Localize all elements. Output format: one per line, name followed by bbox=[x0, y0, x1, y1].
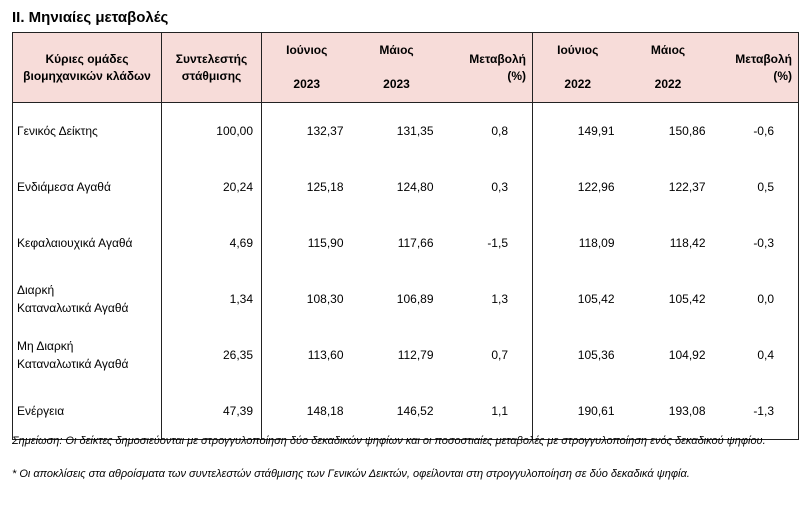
cell-weight: 1,34 bbox=[161, 271, 262, 327]
table-row: Διαρκή Καταναλωτικά Αγαθά 1,34 108,30 106… bbox=[12, 271, 799, 327]
header-group: Κύριες ομάδες βιομηχανικών κλάδων bbox=[12, 32, 162, 103]
cell-jun-2022: 118,09 bbox=[578, 236, 615, 250]
cell-change-2023: 0,3 bbox=[441, 159, 533, 215]
cell-may-2023: 131,35 bbox=[396, 124, 434, 138]
cell-change-2022: 0,0 bbox=[713, 271, 799, 327]
row-label: Κεφαλαιουχικά Αγαθά bbox=[12, 215, 162, 271]
cell-may-2022: 105,42 bbox=[668, 292, 706, 306]
cell-jun-2022: 190,61 bbox=[532, 383, 623, 440]
cell-change-2022: -0,3 bbox=[713, 215, 799, 271]
row-label: Γενικός Δείκτης bbox=[12, 102, 162, 159]
header-change-2022: Μεταβολή (%) bbox=[713, 32, 799, 103]
cell-may-2023: 124,80 bbox=[396, 180, 434, 194]
table-row: Μη Διαρκή Καταναλωτικά Αγαθά 26,35 113,60… bbox=[12, 327, 799, 383]
header-may-2023: Μάιος 2023 bbox=[351, 32, 442, 103]
cell-change-2022: 0,4 bbox=[713, 327, 799, 383]
table-header-row: Κύριες ομάδες βιομηχανικών κλάδων Συντελ… bbox=[12, 32, 799, 103]
header-jun-2023: Ιούνιος 2023 bbox=[261, 32, 352, 103]
row-label: Ενδιάμεσα Αγαθά bbox=[12, 159, 162, 215]
row-label: Ενέργεια bbox=[12, 383, 162, 440]
cell-change-2023: 1,3 bbox=[441, 271, 533, 327]
cell-jun-2022: 105,36 bbox=[577, 348, 615, 362]
cell-may-2023: 117,66 bbox=[397, 236, 434, 250]
cell-weight: 47,39 bbox=[161, 383, 262, 440]
cell-change-2023: 1,1 bbox=[441, 383, 533, 440]
cell-weight: 26,35 bbox=[161, 327, 262, 383]
cell-change-2023: -1,5 bbox=[441, 215, 533, 271]
cell-may-2022: 193,08 bbox=[622, 383, 714, 440]
cell-change-2023: 0,8 bbox=[441, 102, 533, 159]
cell-change-2022: -0,6 bbox=[713, 102, 799, 159]
table-row: Κεφαλαιουχικά Αγαθά 4,69 115,90 117,66 -… bbox=[12, 215, 799, 271]
cell-may-2022: 122,37 bbox=[668, 180, 706, 194]
section-title: II. Μηνιαίες μεταβολές bbox=[12, 9, 169, 26]
header-change-2023: Μεταβολή (%) bbox=[441, 32, 533, 103]
cell-jun-2023: 148,18 bbox=[261, 383, 352, 440]
cell-jun-2022: 122,96 bbox=[577, 180, 615, 194]
cell-may-2023: 112,79 bbox=[397, 348, 434, 362]
cell-weight: 20,24 bbox=[161, 159, 262, 215]
cell-change-2022: -1,3 bbox=[713, 383, 799, 440]
cell-weight: 4,69 bbox=[161, 215, 262, 271]
header-may-2022: Μάιος 2022 bbox=[622, 32, 714, 103]
weights-footnote: * Οι αποκλίσεις στα αθροίσματα των συντε… bbox=[12, 468, 690, 480]
cell-jun-2023: 108,30 bbox=[306, 292, 344, 306]
header-weight: Συντελεστής στάθμισης bbox=[161, 32, 262, 103]
row-label: Διαρκή Καταναλωτικά Αγαθά bbox=[12, 271, 162, 327]
cell-jun-2023: 132,37 bbox=[306, 124, 344, 138]
cell-may-2022: 118,42 bbox=[669, 236, 706, 250]
cell-may-2022: 150,86 bbox=[668, 124, 706, 138]
cell-may-2022: 104,92 bbox=[668, 348, 706, 362]
table-row: Ενέργεια 47,39 148,18 146,52 1,1 190,61 … bbox=[12, 383, 799, 440]
table-row: Γενικός Δείκτης 100,00 132,37 131,35 0,8… bbox=[12, 102, 799, 159]
rounding-note: Σημείωση: Οι δείκτες δημοσιεύονται με στ… bbox=[12, 435, 766, 447]
table-row: Ενδιάμεσα Αγαθά 20,24 125,18 124,80 0,3 … bbox=[12, 159, 799, 215]
cell-jun-2023: 113,60 bbox=[307, 348, 344, 362]
row-label: Μη Διαρκή Καταναλωτικά Αγαθά bbox=[12, 327, 162, 383]
cell-may-2023: 106,89 bbox=[396, 292, 434, 306]
cell-change-2022: 0,5 bbox=[713, 159, 799, 215]
monthly-changes-table: Κύριες ομάδες βιομηχανικών κλάδων Συντελ… bbox=[12, 32, 799, 440]
cell-may-2023: 146,52 bbox=[351, 383, 442, 440]
cell-jun-2022: 149,91 bbox=[577, 124, 615, 138]
cell-weight: 100,00 bbox=[161, 102, 262, 159]
cell-jun-2023: 125,18 bbox=[306, 180, 344, 194]
header-jun-2022: Ιούνιος 2022 bbox=[532, 32, 623, 103]
cell-change-2023: 0,7 bbox=[441, 327, 533, 383]
cell-jun-2022: 105,42 bbox=[577, 292, 615, 306]
cell-jun-2023: 115,90 bbox=[307, 236, 344, 250]
